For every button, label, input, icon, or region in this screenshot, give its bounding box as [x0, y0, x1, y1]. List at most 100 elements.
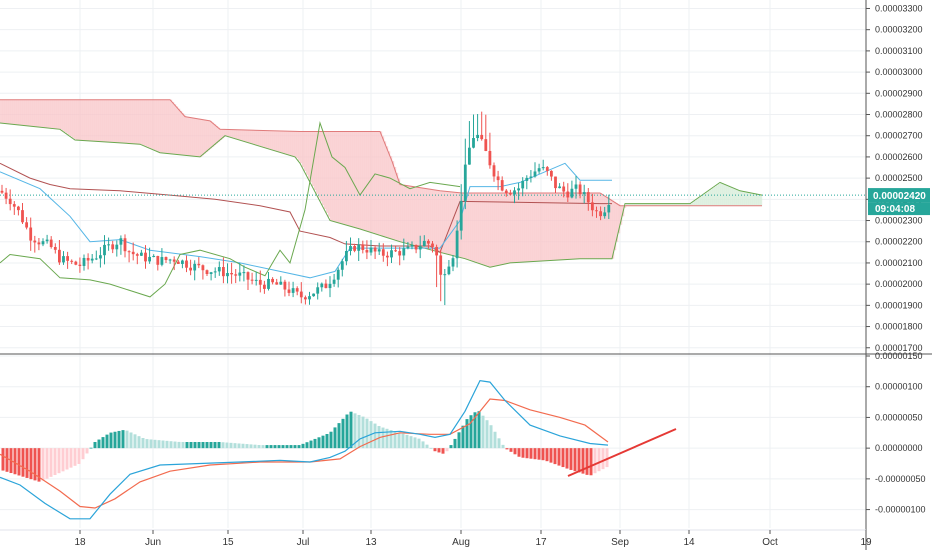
time-tick-label: Jun: [145, 537, 161, 548]
candle-body: [607, 205, 611, 213]
cloud-strip: [648, 203, 651, 206]
cloud-strip: [200, 119, 203, 157]
histogram-bar: [429, 447, 433, 449]
histogram-bar: [157, 440, 161, 449]
time-tick-label: 14: [683, 537, 695, 548]
histogram-bar: [265, 445, 269, 449]
cloud-strip: [494, 192, 497, 267]
cloud-strip: [138, 99, 141, 145]
cloud-strip: [478, 192, 481, 264]
candle-body: [217, 267, 221, 272]
candle-body: [427, 240, 430, 244]
cloud-strip: [712, 188, 715, 206]
cloud-strip: [156, 99, 159, 151]
price-tick-label: 0.00003300: [875, 3, 923, 13]
candle-body: [455, 230, 459, 259]
cloud-strip: [682, 203, 685, 206]
cloud-strip: [476, 192, 479, 263]
cloud-strip: [66, 99, 69, 134]
histogram-bar: [293, 445, 297, 449]
candle-body: [332, 279, 336, 284]
histogram-bar: [445, 448, 449, 452]
histogram-bar: [573, 448, 577, 472]
histogram-bar: [437, 448, 441, 453]
cloud-strip: [302, 131, 305, 168]
cloud-strip: [326, 131, 329, 213]
histogram-bar: [121, 430, 125, 449]
cloud-strip: [144, 99, 147, 146]
histogram-bar: [501, 444, 505, 449]
cloud-strip: [50, 99, 53, 129]
cloud-strip: [550, 192, 553, 261]
cloud-strip: [598, 192, 601, 259]
cloud-strip: [74, 99, 77, 140]
histogram-bar: [461, 425, 465, 449]
cloud-strip: [142, 99, 145, 146]
cloud-strip: [740, 190, 743, 206]
histogram-bar: [541, 448, 545, 461]
candle-body: [148, 256, 151, 262]
cloud-strip: [666, 203, 669, 206]
histogram-bar: [93, 442, 97, 449]
price-tick-label: 0.00003000: [875, 67, 923, 77]
histogram-bar: [489, 425, 493, 449]
candle-body: [381, 249, 385, 256]
candle-body: [550, 170, 553, 177]
histogram-bar: [97, 439, 101, 449]
cloud-strip: [616, 203, 619, 242]
candle-body: [258, 279, 262, 285]
cloud-strip: [594, 192, 597, 259]
time-tick-label: 19: [860, 537, 872, 548]
candle-body: [222, 267, 225, 277]
cloud-strip: [198, 118, 201, 157]
candle-body: [140, 252, 143, 256]
cloud-strip: [202, 119, 205, 156]
histogram-bar: [485, 420, 489, 449]
histogram-bar: [1, 448, 5, 471]
histogram-bar: [201, 442, 205, 449]
cloud-strip: [732, 187, 735, 206]
cloud-strip: [192, 117, 195, 157]
cloud-strip: [340, 131, 343, 224]
cloud-strip: [22, 99, 25, 126]
candle-body: [312, 293, 315, 297]
cloud-strip: [30, 99, 33, 127]
histogram-bar: [301, 443, 305, 449]
cloud-strip: [582, 192, 585, 259]
cloud-strip: [462, 192, 465, 258]
candle-body: [410, 244, 414, 247]
cloud-strip: [448, 191, 451, 255]
cloud-strip: [342, 131, 345, 224]
cloud-strip: [314, 131, 317, 190]
cloud-strip: [724, 184, 727, 206]
cloud-strip: [422, 187, 425, 248]
cloud-strip: [358, 131, 361, 229]
histogram-bar: [73, 448, 77, 466]
cloud-strip: [330, 131, 333, 221]
cloud-strip: [430, 189, 433, 250]
cloud-strip: [130, 99, 133, 144]
cloud-strip: [686, 203, 689, 206]
cloud-strip: [750, 192, 753, 206]
candle-body: [82, 257, 86, 266]
histogram-bar: [129, 432, 133, 449]
cloud-strip: [274, 130, 277, 151]
cloud-strip: [262, 130, 265, 147]
histogram-bar: [345, 414, 349, 449]
cloud-strip: [388, 151, 391, 238]
histogram-bar: [69, 448, 73, 468]
cloud-strip: [24, 99, 27, 126]
candle-body: [271, 278, 274, 283]
cloud-strip: [242, 129, 245, 141]
cloud-strip: [748, 192, 751, 206]
histogram-bar: [81, 448, 85, 460]
cloud-strip: [104, 99, 107, 142]
cloud-strip: [608, 198, 611, 259]
candle-body: [541, 167, 545, 169]
cloud-strip: [568, 192, 571, 260]
candle-body: [554, 176, 557, 189]
histogram-bar: [361, 416, 365, 449]
cloud-strip: [524, 192, 527, 263]
cloud-strip: [176, 106, 179, 155]
histogram-bar: [165, 440, 169, 449]
